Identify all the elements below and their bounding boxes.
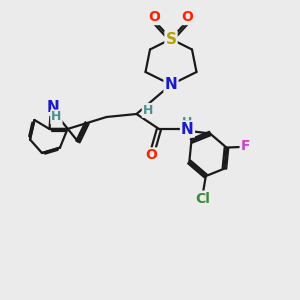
Text: O: O	[148, 10, 160, 24]
Text: N: N	[181, 122, 194, 136]
Text: N: N	[46, 100, 59, 115]
Text: O: O	[146, 148, 158, 162]
Text: N: N	[165, 77, 177, 92]
Text: H: H	[182, 116, 193, 129]
Text: H: H	[51, 110, 62, 124]
Text: F: F	[241, 140, 250, 153]
Text: O: O	[182, 10, 194, 24]
Text: H: H	[143, 104, 153, 117]
Text: Cl: Cl	[196, 192, 211, 206]
Text: S: S	[166, 32, 176, 46]
